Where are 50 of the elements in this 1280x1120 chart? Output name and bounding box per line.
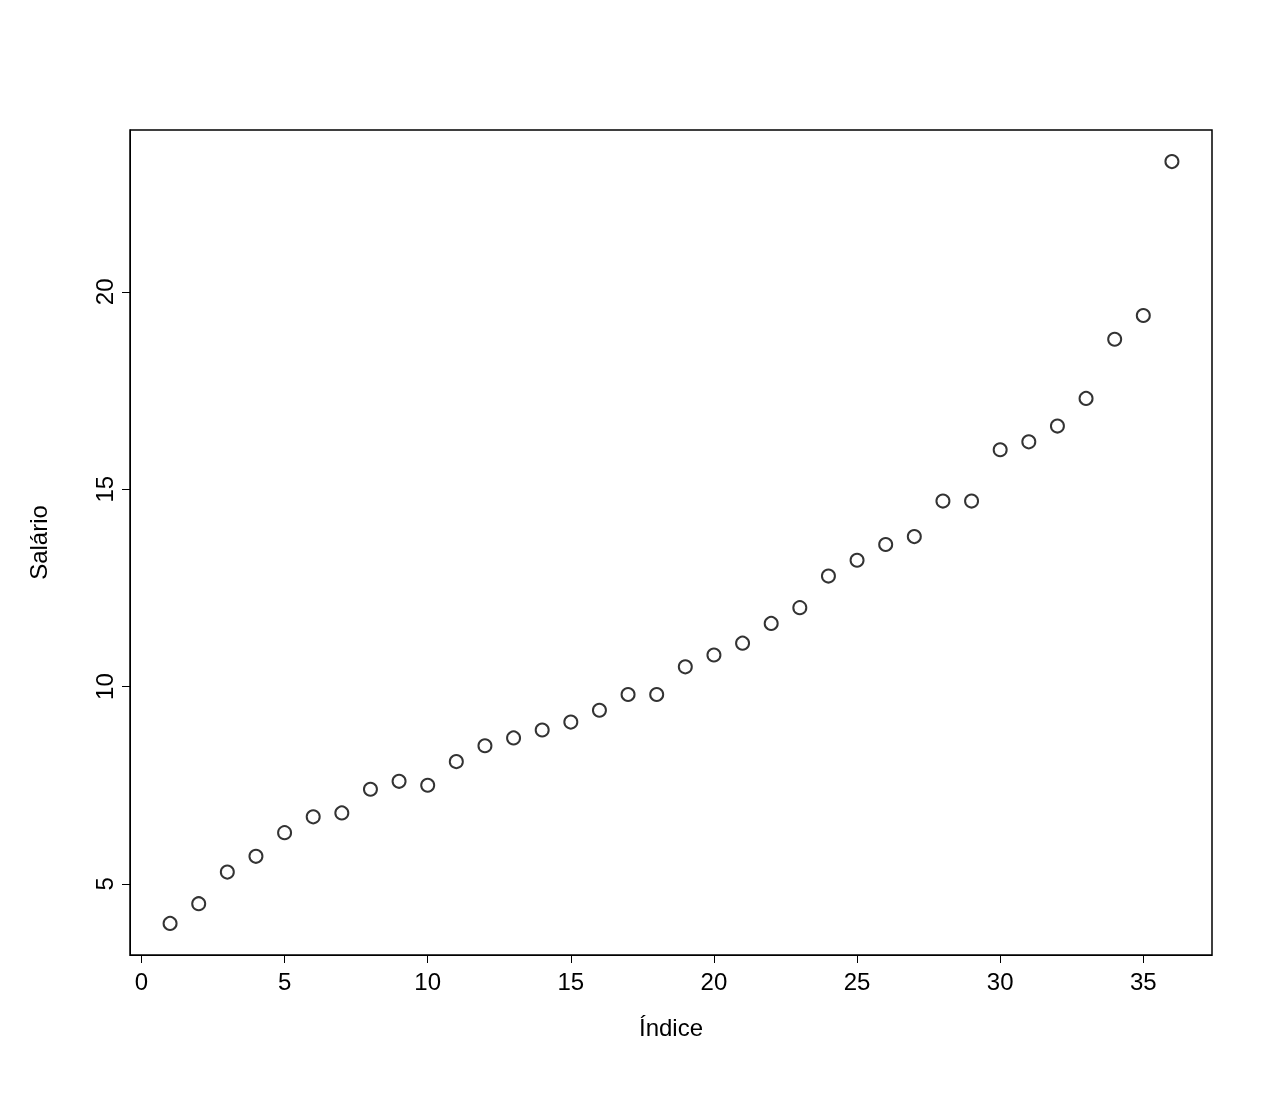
- point: [1078, 390, 1094, 406]
- point: [191, 896, 207, 912]
- point: [992, 442, 1008, 458]
- y-axis-title: Salário: [24, 505, 52, 580]
- point: [649, 686, 665, 702]
- y-tick-label: 15: [90, 475, 118, 503]
- point: [448, 754, 464, 770]
- x-tick-label: 25: [843, 967, 871, 995]
- point: [849, 552, 865, 568]
- point: [305, 809, 321, 825]
- x-tick-label: 5: [277, 967, 292, 995]
- point: [391, 773, 407, 789]
- point: [1049, 418, 1065, 434]
- point: [1135, 308, 1151, 324]
- point: [906, 529, 922, 545]
- point: [219, 864, 235, 880]
- x-tick-label: 0: [134, 967, 149, 995]
- point: [248, 848, 264, 864]
- point: [591, 702, 607, 718]
- point: [706, 647, 722, 663]
- point: [1164, 154, 1180, 170]
- point: [162, 915, 178, 931]
- point: [620, 686, 636, 702]
- point: [964, 493, 980, 509]
- point: [420, 777, 436, 793]
- x-tick-label: 35: [1129, 967, 1157, 995]
- point: [277, 825, 293, 841]
- point: [763, 615, 779, 631]
- y-tick-label: 20: [90, 278, 118, 306]
- point: [735, 635, 751, 651]
- point: [878, 536, 894, 552]
- point: [1021, 434, 1037, 450]
- point: [677, 659, 693, 675]
- point: [506, 730, 522, 746]
- x-tick-label: 20: [700, 967, 728, 995]
- point: [1107, 331, 1123, 347]
- x-tick-label: 10: [414, 967, 442, 995]
- y-tick-label: 5: [90, 877, 118, 891]
- point: [820, 568, 836, 584]
- point: [792, 600, 808, 616]
- point: [563, 714, 579, 730]
- y-tick-label: 10: [90, 673, 118, 700]
- x-tick-label: 15: [557, 967, 585, 995]
- point: [362, 781, 378, 797]
- x-tick-label: 30: [986, 967, 1014, 995]
- point: [334, 805, 350, 821]
- x-axis-title: Índice: [638, 1013, 704, 1041]
- point: [534, 722, 550, 738]
- point: [477, 738, 493, 754]
- point: [935, 493, 951, 509]
